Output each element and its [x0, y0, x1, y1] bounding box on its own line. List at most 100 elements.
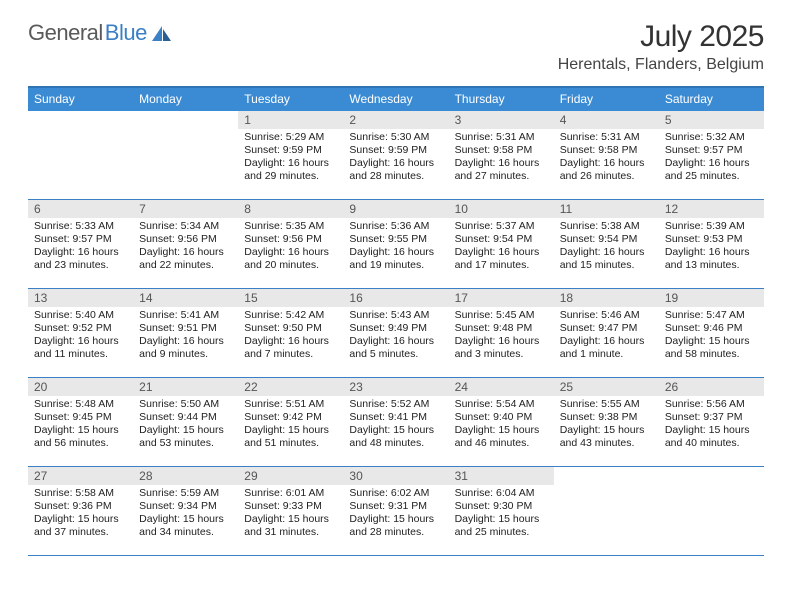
calendar-cell: 11 Sunrise: 5:38 AMSunset: 9:54 PMDayligh…: [554, 200, 659, 288]
cell-text: Sunrise: 5:43 AMSunset: 9:49 PMDaylight:…: [349, 309, 442, 362]
cell-text: Sunrise: 5:47 AMSunset: 9:46 PMDaylight:…: [665, 309, 758, 362]
weeks-container: 1Sunrise: 5:29 AMSunset: 9:59 PMDaylight…: [28, 111, 764, 556]
day-header: Sunday: [28, 88, 133, 111]
calendar-cell: 29 Sunrise: 6:01 AMSunset: 9:33 PMDayligh…: [238, 467, 343, 555]
day-number: 6: [28, 200, 133, 218]
calendar-cell: 24Sunrise: 5:54 AMSunset: 9:40 PMDayligh…: [449, 378, 554, 466]
cell-text: Sunrise: 5:32 AMSunset: 9:57 PMDaylight:…: [665, 131, 758, 184]
day-number: 29: [238, 467, 343, 485]
calendar-cell: 28Sunrise: 5:59 AMSunset: 9:34 PMDayligh…: [133, 467, 238, 555]
calendar-cell: 22 Sunrise: 5:51 AMSunset: 9:42 PMDayligh…: [238, 378, 343, 466]
day-number: 10: [449, 200, 554, 218]
cell-text: Sunrise: 5:46 AMSunset: 9:47 PMDaylight:…: [560, 309, 653, 362]
calendar-cell: 23 Sunrise: 5:52 AMSunset: 9:41 PMDayligh…: [343, 378, 448, 466]
calendar-cell: 1Sunrise: 5:29 AMSunset: 9:59 PMDaylight…: [238, 111, 343, 199]
day-number: 19: [659, 289, 764, 307]
day-number: 5: [659, 111, 764, 129]
cell-text: Sunrise: 5:38 AMSunset: 9:54 PMDaylight:…: [560, 220, 653, 273]
day-number: 21: [133, 378, 238, 396]
day-header: Saturday: [659, 88, 764, 111]
calendar-cell: 6Sunrise: 5:33 AMSunset: 9:57 PMDaylight…: [28, 200, 133, 288]
month-title: July 2025: [558, 20, 764, 54]
calendar-cell: 10 Sunrise: 5:37 AMSunset: 9:54 PMDayligh…: [449, 200, 554, 288]
cell-text: Sunrise: 5:51 AMSunset: 9:42 PMDaylight:…: [244, 398, 337, 451]
cell-text: Sunrise: 5:55 AMSunset: 9:38 PMDaylight:…: [560, 398, 653, 451]
cell-text: Sunrise: 5:31 AMSunset: 9:58 PMDaylight:…: [455, 131, 548, 184]
day-header: Tuesday: [238, 88, 343, 111]
day-number: 20: [28, 378, 133, 396]
header: GeneralBlue July 2025 Herentals, Flander…: [0, 0, 792, 80]
cell-text: Sunrise: 5:52 AMSunset: 9:41 PMDaylight:…: [349, 398, 442, 451]
location-text: Herentals, Flanders, Belgium: [558, 56, 764, 74]
day-header: Monday: [133, 88, 238, 111]
day-number: [133, 111, 238, 129]
day-number: 17: [449, 289, 554, 307]
day-number: 11: [554, 200, 659, 218]
cell-text: Sunrise: 5:48 AMSunset: 9:45 PMDaylight:…: [34, 398, 127, 451]
cell-text: Sunrise: 5:42 AMSunset: 9:50 PMDaylight:…: [244, 309, 337, 362]
day-number: 2: [343, 111, 448, 129]
day-number: 9: [343, 200, 448, 218]
day-number: 14: [133, 289, 238, 307]
cell-text: Sunrise: 5:39 AMSunset: 9:53 PMDaylight:…: [665, 220, 758, 273]
day-number: 22: [238, 378, 343, 396]
day-number: 30: [343, 467, 448, 485]
calendar-cell: 8Sunrise: 5:35 AMSunset: 9:56 PMDaylight…: [238, 200, 343, 288]
cell-text: Sunrise: 5:31 AMSunset: 9:58 PMDaylight:…: [560, 131, 653, 184]
day-number: 26: [659, 378, 764, 396]
calendar-cell: 18 Sunrise: 5:46 AMSunset: 9:47 PMDayligh…: [554, 289, 659, 377]
cell-text: Sunrise: 6:02 AMSunset: 9:31 PMDaylight:…: [349, 487, 442, 540]
cell-text: Sunrise: 5:34 AMSunset: 9:56 PMDaylight:…: [139, 220, 232, 273]
title-block: July 2025 Herentals, Flanders, Belgium: [558, 20, 764, 74]
calendar-cell: 14 Sunrise: 5:41 AMSunset: 9:51 PMDayligh…: [133, 289, 238, 377]
day-header: Friday: [554, 88, 659, 111]
calendar-cell: 3 Sunrise: 5:31 AMSunset: 9:58 PMDaylight…: [449, 111, 554, 199]
day-number: 27: [28, 467, 133, 485]
day-number: 18: [554, 289, 659, 307]
calendar-cell: 27 Sunrise: 5:58 AMSunset: 9:36 PMDayligh…: [28, 467, 133, 555]
week-row: 1Sunrise: 5:29 AMSunset: 9:59 PMDaylight…: [28, 111, 764, 200]
day-number: 13: [28, 289, 133, 307]
calendar-cell: 7Sunrise: 5:34 AMSunset: 9:56 PMDaylight…: [133, 200, 238, 288]
week-row: 20 Sunrise: 5:48 AMSunset: 9:45 PMDayligh…: [28, 378, 764, 467]
day-number: 23: [343, 378, 448, 396]
cell-text: Sunrise: 5:58 AMSunset: 9:36 PMDaylight:…: [34, 487, 127, 540]
day-number: [28, 111, 133, 129]
day-number: 15: [238, 289, 343, 307]
logo-text-gray: General: [28, 20, 103, 46]
cell-text: Sunrise: 5:37 AMSunset: 9:54 PMDaylight:…: [455, 220, 548, 273]
day-number: 3: [449, 111, 554, 129]
calendar-cell: 2 Sunrise: 5:30 AMSunset: 9:59 PMDaylight…: [343, 111, 448, 199]
calendar-cell: 13 Sunrise: 5:40 AMSunset: 9:52 PMDayligh…: [28, 289, 133, 377]
logo-text-blue: Blue: [105, 20, 147, 46]
calendar-cell: 31 Sunrise: 6:04 AMSunset: 9:30 PMDayligh…: [449, 467, 554, 555]
calendar-cell: 12 Sunrise: 5:39 AMSunset: 9:53 PMDayligh…: [659, 200, 764, 288]
logo-sail-icon: [151, 24, 173, 42]
calendar-cell: 30 Sunrise: 6:02 AMSunset: 9:31 PMDayligh…: [343, 467, 448, 555]
logo: GeneralBlue: [28, 20, 173, 46]
calendar-cell: 20 Sunrise: 5:48 AMSunset: 9:45 PMDayligh…: [28, 378, 133, 466]
day-header: Wednesday: [343, 88, 448, 111]
day-number: 31: [449, 467, 554, 485]
day-number: 1: [238, 111, 343, 129]
calendar-cell: 25Sunrise: 5:55 AMSunset: 9:38 PMDayligh…: [554, 378, 659, 466]
calendar-cell: 17Sunrise: 5:45 AMSunset: 9:48 PMDayligh…: [449, 289, 554, 377]
calendar-cell: 4Sunrise: 5:31 AMSunset: 9:58 PMDaylight…: [554, 111, 659, 199]
cell-text: Sunrise: 5:40 AMSunset: 9:52 PMDaylight:…: [34, 309, 127, 362]
calendar-cell: 19 Sunrise: 5:47 AMSunset: 9:46 PMDayligh…: [659, 289, 764, 377]
calendar-cell: [554, 467, 659, 555]
day-number: 12: [659, 200, 764, 218]
calendar-cell: [659, 467, 764, 555]
cell-text: Sunrise: 5:35 AMSunset: 9:56 PMDaylight:…: [244, 220, 337, 273]
day-number: [659, 467, 764, 485]
cell-text: Sunrise: 6:01 AMSunset: 9:33 PMDaylight:…: [244, 487, 337, 540]
day-number: [554, 467, 659, 485]
calendar-cell: [133, 111, 238, 199]
day-header: Thursday: [449, 88, 554, 111]
cell-text: Sunrise: 5:41 AMSunset: 9:51 PMDaylight:…: [139, 309, 232, 362]
cell-text: Sunrise: 5:30 AMSunset: 9:59 PMDaylight:…: [349, 131, 442, 184]
calendar-cell: 26Sunrise: 5:56 AMSunset: 9:37 PMDayligh…: [659, 378, 764, 466]
day-number: 28: [133, 467, 238, 485]
week-row: 13 Sunrise: 5:40 AMSunset: 9:52 PMDayligh…: [28, 289, 764, 378]
cell-text: Sunrise: 6:04 AMSunset: 9:30 PMDaylight:…: [455, 487, 548, 540]
